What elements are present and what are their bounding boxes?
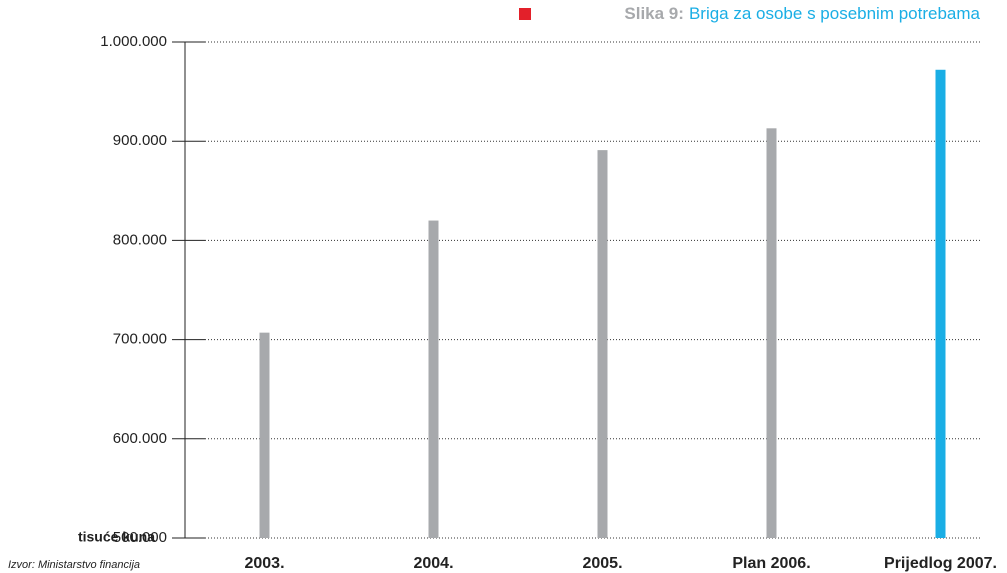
bar <box>428 220 439 538</box>
x-tick-label: Plan 2006. <box>732 555 810 572</box>
bar <box>766 128 777 538</box>
chart-title-group: Slika 9: Briga za osobe s posebnim potreb… <box>624 4 980 23</box>
y-tick-label: 1.000.000 <box>100 33 167 50</box>
bar <box>935 69 946 538</box>
x-tick-label: 2003. <box>244 555 284 572</box>
y-tick-label: 500.000 <box>113 529 167 546</box>
y-tick-label: 700.000 <box>113 331 167 348</box>
y-unit: tisuće kuna <box>78 529 155 545</box>
chart-title: Briga za osobe s posebnim potrebama <box>689 4 981 23</box>
title-marker <box>519 8 531 20</box>
title-label: Slika 9: <box>624 4 684 23</box>
y-tick-label: 900.000 <box>113 132 167 149</box>
bar <box>597 150 608 539</box>
x-tick-label: Prijedlog 2007. <box>884 555 997 572</box>
bar <box>259 332 270 538</box>
y-tick-label: 600.000 <box>113 430 167 447</box>
source: Izvor: Ministarstvo financija <box>8 559 140 571</box>
x-tick-label: 2005. <box>582 555 622 572</box>
x-tick-label: 2004. <box>413 555 453 572</box>
y-tick-label: 800.000 <box>113 231 167 248</box>
